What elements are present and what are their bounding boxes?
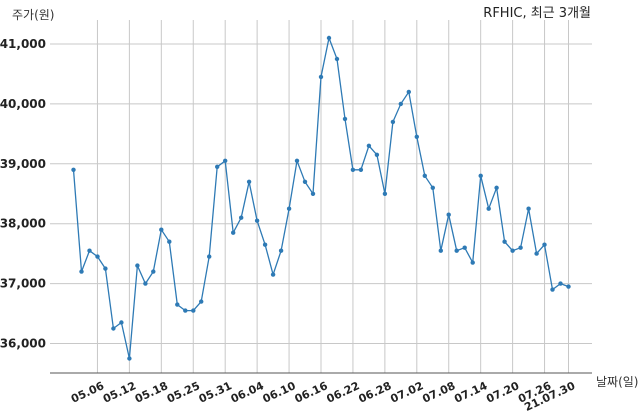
price-data-point bbox=[534, 251, 539, 256]
price-data-point bbox=[398, 101, 403, 107]
price-data-point bbox=[254, 218, 260, 223]
price-data-point bbox=[470, 260, 475, 265]
price-data-point bbox=[454, 248, 459, 253]
price-data-point bbox=[167, 239, 172, 244]
x-tick-label: 06.04 bbox=[229, 379, 266, 406]
price-data-point bbox=[518, 245, 523, 250]
price-data-point bbox=[159, 227, 164, 232]
y-tick-label: 41,000 bbox=[0, 37, 46, 51]
price-data-point bbox=[446, 212, 451, 217]
price-data-point bbox=[286, 206, 292, 211]
price-data-point bbox=[310, 191, 316, 196]
x-tick-label: 06.10 bbox=[261, 379, 298, 406]
price-data-point bbox=[119, 320, 124, 325]
price-data-point bbox=[342, 116, 348, 122]
price-data-point bbox=[414, 134, 419, 139]
price-data-point bbox=[151, 269, 156, 274]
price-data-point bbox=[111, 326, 116, 331]
price-data-point bbox=[478, 173, 483, 178]
price-data-point bbox=[246, 179, 252, 184]
price-data-point bbox=[95, 254, 100, 259]
price-data-point bbox=[215, 164, 220, 169]
y-tick-label: 36,000 bbox=[0, 337, 46, 351]
price-data-point bbox=[231, 230, 236, 235]
price-data-point bbox=[526, 206, 531, 211]
y-tick-label: 38,000 bbox=[0, 217, 46, 231]
x-tick-label: 05.25 bbox=[165, 379, 202, 405]
series-layer bbox=[71, 35, 571, 361]
price-data-point bbox=[270, 272, 276, 277]
price-data-point bbox=[223, 158, 228, 163]
price-data-point bbox=[79, 269, 84, 274]
price-data-point bbox=[366, 143, 372, 148]
price-data-point bbox=[358, 167, 364, 172]
price-data-point bbox=[566, 284, 571, 289]
price-data-point bbox=[183, 308, 188, 313]
x-tick-label: 05.18 bbox=[133, 379, 170, 405]
price-data-point bbox=[406, 89, 411, 95]
price-data-point bbox=[294, 158, 300, 163]
x-tick-label: 07.14 bbox=[452, 379, 489, 406]
x-tick-label: 05.06 bbox=[69, 379, 106, 406]
price-data-point bbox=[510, 248, 515, 253]
price-data-point bbox=[494, 185, 499, 190]
price-data-point bbox=[143, 281, 148, 286]
price-data-point bbox=[374, 152, 380, 157]
price-data-point bbox=[175, 302, 180, 307]
price-data-point bbox=[334, 56, 340, 62]
x-axis-label: 날짜(일) bbox=[596, 375, 638, 389]
price-data-point bbox=[550, 287, 555, 292]
y-tick-label: 37,000 bbox=[0, 277, 46, 291]
chart-title: RFHIC, 최근 3개월 bbox=[483, 6, 591, 21]
x-tick-label: 05.31 bbox=[197, 379, 234, 405]
price-data-point bbox=[71, 167, 76, 172]
x-tick-label: 05.12 bbox=[101, 379, 138, 405]
price-data-point bbox=[390, 119, 396, 125]
price-data-point bbox=[318, 74, 324, 80]
price-data-point bbox=[558, 281, 563, 286]
x-tick-label: 07.20 bbox=[484, 379, 521, 406]
price-data-point bbox=[135, 263, 140, 268]
price-data-point bbox=[486, 206, 491, 211]
price-data-point bbox=[462, 245, 467, 250]
price-data-point bbox=[127, 356, 132, 361]
y-axis-label: 주가(원) bbox=[12, 8, 54, 22]
x-tick-label: 06.28 bbox=[356, 379, 393, 405]
x-tick-label: 06.22 bbox=[325, 379, 362, 405]
price-data-point bbox=[278, 248, 284, 253]
y-tick-label: 39,000 bbox=[0, 157, 46, 171]
x-tick-label: 06.16 bbox=[293, 379, 330, 406]
price-data-point bbox=[191, 308, 196, 313]
price-data-point bbox=[239, 215, 244, 220]
price-data-point bbox=[207, 254, 212, 259]
price-data-point bbox=[350, 167, 356, 172]
x-tick-label: 07.02 bbox=[388, 379, 425, 405]
x-tick-label: 07.08 bbox=[420, 379, 457, 405]
price-data-point bbox=[438, 248, 443, 253]
price-data-point bbox=[103, 266, 108, 271]
grid-layer bbox=[50, 20, 592, 373]
price-data-point bbox=[302, 179, 308, 184]
price-data-point bbox=[502, 239, 507, 244]
price-data-point bbox=[87, 248, 92, 253]
price-data-point bbox=[326, 35, 332, 41]
price-data-point bbox=[542, 242, 547, 247]
price-data-point bbox=[422, 173, 427, 178]
price-data-point bbox=[262, 242, 268, 247]
price-data-point bbox=[430, 185, 435, 190]
axis-layer: 36,000 37,000 38,000 39,000 40,000 41,000 05.0… bbox=[0, 37, 592, 414]
y-tick-label: 40,000 bbox=[0, 97, 46, 111]
price-data-point bbox=[199, 299, 204, 304]
price-data-point bbox=[382, 191, 388, 196]
